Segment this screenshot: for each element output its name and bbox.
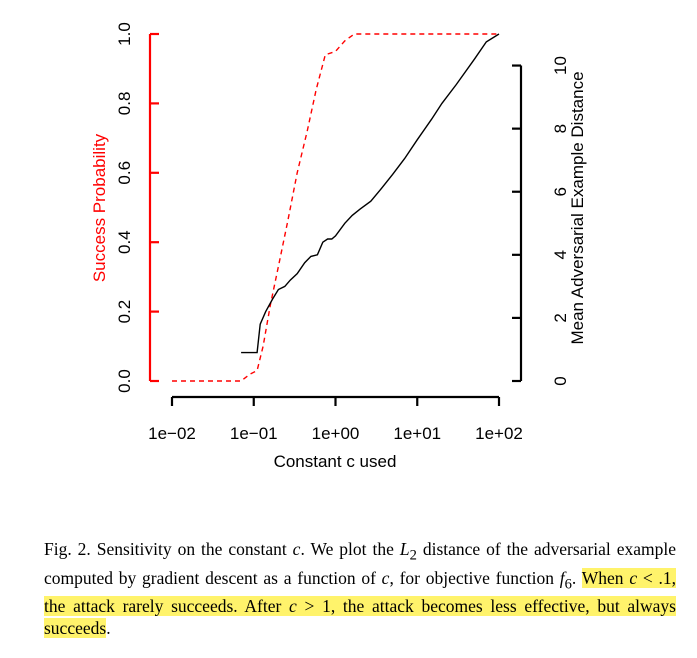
- right-tick-label: 10: [551, 56, 570, 75]
- right-tick-label: 2: [551, 313, 570, 322]
- series-layer: [172, 33, 500, 382]
- caption-suffix: .: [106, 618, 111, 638]
- x-tick-label: 1e+01: [393, 424, 441, 443]
- caption-text: < .1, the attack rarely succeeds. After: [44, 567, 676, 617]
- caption-var-L: L: [399, 539, 410, 559]
- caption-text: .: [571, 567, 582, 588]
- left-tick-label: 0.6: [115, 161, 134, 185]
- caption-var-c: c: [381, 567, 390, 588]
- caption-text: . We plot the: [300, 539, 400, 559]
- caption-var-c: c: [292, 539, 301, 559]
- right-tick-label: 8: [551, 124, 570, 133]
- right-tick-label: 4: [551, 250, 570, 259]
- y-axis-label-left: Success Probability: [90, 133, 109, 282]
- x-tick-label: 1e−02: [148, 424, 196, 443]
- caption-var-c: c: [289, 596, 297, 616]
- left-tick-label: 0.8: [115, 92, 134, 116]
- figure-caption: Fig. 2. Sensitivity on the constant c. W…: [44, 538, 676, 639]
- right-tick-label: 0: [551, 376, 570, 385]
- distance-axis: 0 2 4 6 8 10: [512, 56, 570, 386]
- caption-var-f: f: [559, 567, 565, 588]
- left-tick-label: 0.0: [115, 369, 134, 393]
- y-axis-label-right: Mean Adversarial Example Distance: [568, 71, 587, 344]
- left-tick-label: 0.4: [115, 230, 134, 254]
- caption-sub-6: 6: [564, 576, 572, 592]
- caption-var-c: c: [629, 567, 638, 588]
- mean-distance-line: [241, 33, 500, 354]
- caption-text: distance of the adversarial example comp…: [44, 539, 676, 588]
- caption-text: When: [581, 567, 630, 588]
- x-axis-label: Constant c used: [274, 452, 397, 471]
- success-probability-axis: 0.0 0.2 0.4 0.6 0.8 1.0: [115, 22, 159, 393]
- x-tick-label: 1e+00: [312, 424, 360, 443]
- x-tick-label: 1e+02: [475, 424, 523, 443]
- caption-text: , for objective function: [389, 567, 560, 588]
- x-tick-label: 1e−01: [230, 424, 278, 443]
- chart: 0.0 0.2 0.4 0.6 0.8 1.0 0 2 4 6 8 10 1e−02 1e−01 1e+…: [90, 22, 587, 471]
- right-tick-label: 6: [551, 187, 570, 196]
- constant-c-axis: 1e−02 1e−01 1e+00 1e+01 1e+02: [148, 395, 523, 443]
- caption-text: > 1, the attack becomes less effective, …: [44, 596, 676, 638]
- caption-sub-2: 2: [409, 547, 417, 564]
- caption-prefix: Fig. 2. Sensitivity on the constant: [44, 539, 293, 559]
- left-tick-label: 1.0: [115, 22, 134, 46]
- success-probability-line: [172, 33, 499, 382]
- left-tick-label: 0.2: [115, 300, 134, 324]
